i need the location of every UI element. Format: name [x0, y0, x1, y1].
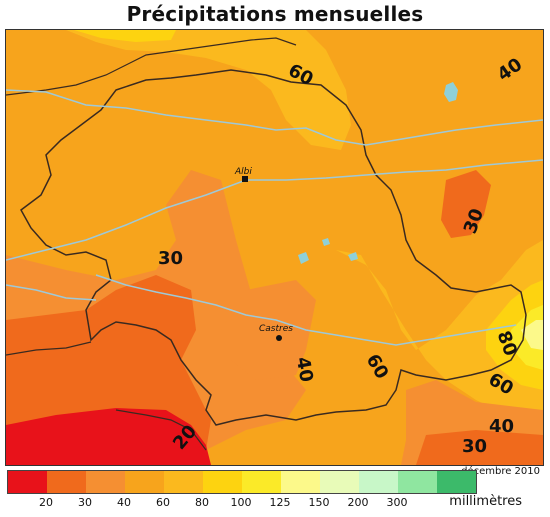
legend-swatch: [8, 471, 47, 493]
legend-tick-label: 200: [347, 496, 369, 509]
legend-tick-label: 20: [39, 496, 53, 509]
zone-40-castres: [221, 280, 316, 380]
city-marker-albi: [242, 176, 248, 182]
department-boundary-north: [6, 37, 297, 96]
legend-swatches: [7, 470, 477, 494]
legend-tick-label: 40: [117, 496, 131, 509]
contour-label: 40: [292, 355, 317, 383]
legend-ticks: 20 30 40 60 80 100 125 150 200 300: [7, 494, 477, 510]
legend-swatch: [47, 471, 86, 493]
legend-swatch: [86, 471, 125, 493]
department-boundary-south: [6, 341, 207, 451]
river: [6, 284, 97, 301]
legend-tick-label: 80: [195, 496, 209, 509]
lake: [322, 238, 330, 246]
legend-swatch: [398, 471, 437, 493]
legend-tick-label: 30: [78, 496, 92, 509]
legend-swatch: [437, 471, 476, 493]
zone-30-southeast: [416, 430, 543, 465]
precipitation-map: Albi Castres 60 40 30 30 40 60 80 60 40 …: [5, 29, 544, 466]
legend-tick-label: 60: [156, 496, 170, 509]
legend-swatch: [281, 471, 320, 493]
city-label-castres: Castres: [259, 324, 293, 334]
zone-80-north: [74, 30, 176, 42]
zone-20-south: [6, 408, 211, 465]
zone-60-north: [66, 30, 351, 150]
zone-60-east: [336, 240, 543, 415]
lake: [348, 252, 358, 261]
legend-swatch: [203, 471, 242, 493]
contour-label: 30: [462, 436, 487, 457]
legend-swatch: [125, 471, 164, 493]
legend-tick-label: 125: [269, 496, 291, 509]
legend-tick-label: 150: [308, 496, 330, 509]
lake: [444, 82, 458, 102]
legend-swatch: [359, 471, 398, 493]
legend-tick-label: 100: [230, 496, 252, 509]
river: [6, 89, 543, 146]
legend-swatch: [242, 471, 281, 493]
map-title: Précipitations mensuelles: [126, 2, 424, 26]
river: [95, 274, 517, 346]
color-legend: 20 30 40 60 80 100 125 150 200 300: [7, 470, 477, 510]
zone-30-northeast: [441, 170, 491, 238]
department-boundary: [20, 69, 527, 426]
lake: [298, 252, 309, 264]
contour-label: 30: [158, 248, 183, 269]
map-date: décembre 2010: [461, 466, 540, 477]
zone-125-east: [521, 320, 543, 350]
legend-tick-label: 300: [386, 496, 408, 509]
city-label-albi: Albi: [234, 167, 252, 177]
city-marker-castres: [276, 335, 282, 341]
legend-swatch: [320, 471, 359, 493]
contour-label: 40: [489, 416, 514, 437]
legend-swatch: [164, 471, 203, 493]
river: [6, 159, 543, 261]
legend-unit: millimètres: [449, 494, 522, 509]
